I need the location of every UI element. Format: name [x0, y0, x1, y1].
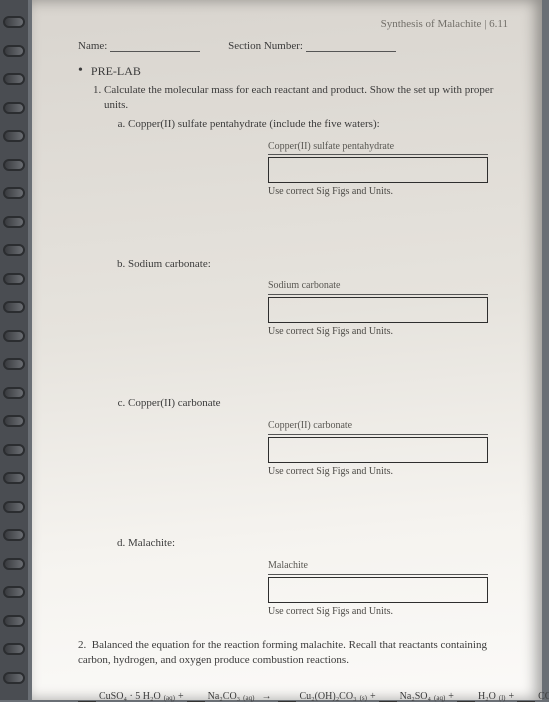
coef-5[interactable]	[457, 692, 475, 702]
product-1: Cu₂(OH)₂CO₃	[299, 691, 356, 702]
question-2: 2. Balanced the equation for the reactio…	[78, 638, 508, 669]
ans-b-label: Sodium carbonate	[268, 279, 488, 295]
ans-c-label: Copper(II) carbonate	[268, 419, 488, 435]
p2-state: (aq)	[434, 694, 445, 702]
equation-row: CuSO₄ · 5 H₂O(aq) + Na₂CO₃(aq) → Cu₂(OH)…	[78, 691, 508, 702]
coef-3[interactable]	[278, 692, 296, 702]
product-2: Na₂SO₄	[400, 691, 431, 702]
worksheet-page: Synthesis of Malachite | 6.11 Name: Sect…	[32, 0, 542, 700]
section-blank[interactable]	[306, 41, 396, 52]
section-label: Section Number:	[228, 40, 303, 52]
q2-num: 2.	[78, 639, 86, 651]
product-3: H₂O	[478, 691, 496, 702]
prelab-title: PRE-LAB	[91, 64, 141, 79]
plus-2: +	[370, 691, 376, 702]
ans-a-note: Use correct Sig Figs and Units.	[268, 185, 488, 199]
name-row: Name: Section Number:	[78, 40, 508, 52]
ans-d-label: Malachite	[268, 559, 488, 575]
p1-state: (s)	[360, 694, 367, 702]
plus-1: +	[178, 691, 184, 702]
coef-2[interactable]	[187, 692, 205, 702]
reactant-2: Na₂CO₃	[208, 691, 241, 702]
item-c-label: Copper(II) carbonate	[128, 397, 221, 409]
plus-4: +	[508, 691, 514, 702]
coef-1[interactable]	[78, 692, 96, 702]
ans-d-box[interactable]	[268, 577, 488, 603]
name-blank[interactable]	[110, 41, 200, 52]
p3-state: (l)	[499, 694, 506, 702]
coef-6[interactable]	[517, 692, 535, 702]
ans-c-box[interactable]	[268, 437, 488, 463]
q1-text: Calculate the molecular mass for each re…	[104, 84, 493, 111]
r1-state: (aq)	[164, 694, 175, 702]
item-b-label: Sodium carbonate:	[128, 258, 211, 270]
chapter-ref: | 6.11	[484, 18, 508, 30]
name-label: Name:	[78, 40, 107, 52]
chapter-header: Synthesis of Malachite | 6.11	[78, 18, 508, 30]
ans-a-box[interactable]	[268, 157, 488, 183]
item-b: Sodium carbonate: Sodium carbonate Use c…	[128, 257, 508, 339]
ans-d-note: Use correct Sig Figs and Units.	[268, 605, 488, 619]
item-a: Copper(II) sulfate pentahydrate (include…	[128, 117, 508, 199]
plus-3: +	[448, 691, 454, 702]
item-c: Copper(II) carbonate Copper(II) carbonat…	[128, 396, 508, 478]
item-d: Malachite: Malachite Use correct Sig Fig…	[128, 536, 508, 618]
ans-c-note: Use correct Sig Figs and Units.	[268, 465, 488, 479]
coef-4[interactable]	[379, 692, 397, 702]
ans-b-note: Use correct Sig Figs and Units.	[268, 325, 488, 339]
ans-a-label: Copper(II) sulfate pentahydrate	[268, 140, 488, 156]
r2-state: (aq)	[243, 694, 254, 702]
chapter-title: Synthesis of Malachite	[381, 18, 482, 30]
arrow-icon: →	[257, 691, 275, 702]
item-d-label: Malachite:	[128, 537, 175, 549]
question-1: Calculate the molecular mass for each re…	[104, 83, 508, 618]
reactant-1: CuSO₄ · 5 H₂O	[99, 691, 161, 702]
q2-text: Balanced the equation for the reaction f…	[78, 639, 487, 666]
bullet-icon: •	[78, 64, 83, 78]
ans-b-box[interactable]	[268, 297, 488, 323]
spiral-binding	[0, 0, 28, 700]
product-4: CO₂	[538, 691, 549, 702]
item-a-label: Copper(II) sulfate pentahydrate (include…	[128, 118, 380, 130]
